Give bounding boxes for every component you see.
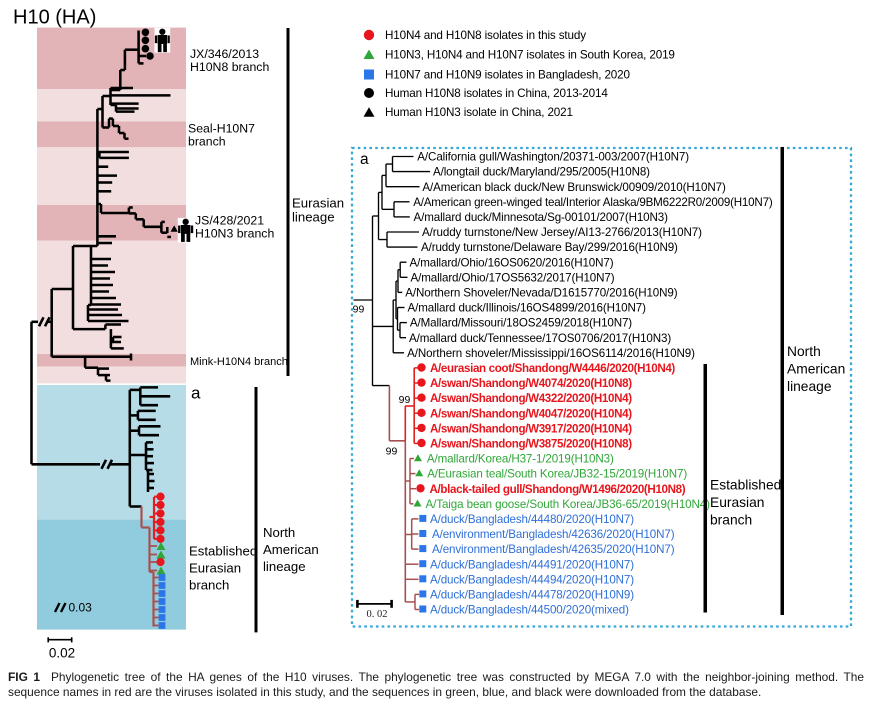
svg-text:A/swan/Shandong/W4322/2020(H10: A/swan/Shandong/W4322/2020(H10N4) xyxy=(430,392,632,405)
svg-text:H10N8 branch: H10N8 branch xyxy=(190,60,269,74)
svg-text:lineage: lineage xyxy=(263,559,306,574)
svg-text:A/Northern shoveler/Mississipp: A/Northern shoveler/Mississippi/16OS6114… xyxy=(407,347,695,360)
svg-text:A/mallard duck/Illinois/16OS48: A/mallard duck/Illinois/16OS4899/2016(H1… xyxy=(408,302,647,315)
svg-text:JS/428/2021: JS/428/2021 xyxy=(195,214,264,228)
svg-text:0. 02: 0. 02 xyxy=(367,609,388,620)
svg-text:lineage: lineage xyxy=(787,379,832,394)
svg-text:A/American black duck/New Brun: A/American black duck/New Brunswick/0090… xyxy=(422,181,726,194)
svg-text:A/mallard duck/Tennessee/17OS0: A/mallard duck/Tennessee/17OS0706/2017(H… xyxy=(409,332,671,345)
svg-text:A/swan/Shandong/W4047/2020(H10: A/swan/Shandong/W4047/2020(H10N4) xyxy=(430,407,632,420)
svg-text:Established: Established xyxy=(710,478,781,493)
svg-text:A/mallard duck/Minnesota/Sg-00: A/mallard duck/Minnesota/Sg-00101/2007(H… xyxy=(414,211,669,224)
svg-text:lineage: lineage xyxy=(292,210,335,225)
svg-text:99: 99 xyxy=(399,394,411,406)
svg-text:A/mallard/Ohio/17OS5632/2017(H: A/mallard/Ohio/17OS5632/2017(H10N7) xyxy=(411,271,615,284)
svg-text:A/Mallard/Missouri/18OS2459/20: A/Mallard/Missouri/18OS2459/2018(H10N7) xyxy=(410,317,632,330)
svg-text:A/Taiga bean goose/South Korea: A/Taiga bean goose/South Korea/JB36-65/2… xyxy=(426,498,711,511)
svg-text:branch: branch xyxy=(188,135,226,149)
svg-text:0.03: 0.03 xyxy=(69,601,93,615)
svg-text:99: 99 xyxy=(353,304,365,316)
svg-text:H10N4 and H10N8 isolates in th: H10N4 and H10N8 isolates in this study xyxy=(385,29,586,42)
svg-text:A/duck/Bangladesh/44494/2020(H: A/duck/Bangladesh/44494/2020(H10N7) xyxy=(430,573,634,586)
svg-text:99: 99 xyxy=(386,446,398,458)
svg-text:Mink-H10N4 branch: Mink-H10N4 branch xyxy=(190,356,288,368)
svg-text:0.02: 0.02 xyxy=(49,646,75,661)
svg-text:H10N7 and H10N9 isolates in Ba: H10N7 and H10N9 isolates in Bangladesh, … xyxy=(385,69,631,82)
svg-text:a: a xyxy=(360,151,369,168)
svg-text:A/duck/Bangladesh/44480/2020(H: A/duck/Bangladesh/44480/2020(H10N7) xyxy=(430,513,634,526)
svg-text:A/Northern Shoveler/Nevada/D16: A/Northern Shoveler/Nevada/D1615770/2016… xyxy=(405,287,677,300)
svg-text:A/eurasian coot/Shandong/W4446: A/eurasian coot/Shandong/W4446/2020(H10N… xyxy=(430,362,675,375)
svg-text:A/American green-winged teal/I: A/American green-winged teal/Interior Al… xyxy=(413,196,773,209)
svg-text:A/ruddy turnstone/New Jersey/A: A/ruddy turnstone/New Jersey/AI13-2766/2… xyxy=(422,226,702,239)
svg-text:Human H10N3 isolate in China,: Human H10N3 isolate in China, 2021 xyxy=(385,106,573,119)
svg-text:North: North xyxy=(787,344,821,359)
svg-text:branch: branch xyxy=(189,578,229,593)
svg-text:A/swan/Shandong/W4074/2020(H10: A/swan/Shandong/W4074/2020(H10N8) xyxy=(430,377,632,390)
svg-text:A/environment/Bangladesh/42636: A/environment/Bangladesh/42636/2020(H10N… xyxy=(432,528,675,541)
svg-text:Eurasian: Eurasian xyxy=(710,495,764,510)
svg-text:Eurasian: Eurasian xyxy=(292,196,344,211)
svg-text:A/swan/Shandong/W3875/2020(H10: A/swan/Shandong/W3875/2020(H10N8) xyxy=(430,438,632,451)
svg-text:JX/346/2013: JX/346/2013 xyxy=(190,47,259,61)
svg-text:A/ruddy turnstone/Delaware Bay: A/ruddy turnstone/Delaware Bay/299/2016(… xyxy=(421,241,678,254)
svg-text:A/duck/Bangladesh/44478/2020(H: A/duck/Bangladesh/44478/2020(H10N9) xyxy=(430,589,634,602)
svg-text:North: North xyxy=(263,525,295,540)
svg-text:a: a xyxy=(191,384,201,403)
svg-text:A/mallard/Korea/H37-1/2019(H10: A/mallard/Korea/H37-1/2019(H10N3) xyxy=(427,453,614,466)
svg-text:A/longtail duck/Maryland/295/2: A/longtail duck/Maryland/295/2005(H10N8) xyxy=(433,166,650,179)
svg-text:Human H10N8 isolates in China,: Human H10N8 isolates in China, 2013-2014 xyxy=(385,87,608,100)
svg-text:Established: Established xyxy=(189,544,257,559)
svg-text:H10N3, H10N4 and H10N7 isolate: H10N3, H10N4 and H10N7 isolates in South… xyxy=(385,49,675,62)
svg-text:Seal-H10N7: Seal-H10N7 xyxy=(188,122,255,136)
svg-text:H10 (HA): H10 (HA) xyxy=(13,7,96,29)
svg-text:A/black-tailed gull/Shandong/W: A/black-tailed gull/Shandong/W1496/2020(… xyxy=(430,483,686,496)
svg-text:A/duck/Bangladesh/44500/2020(m: A/duck/Bangladesh/44500/2020(mixed) xyxy=(430,604,629,617)
svg-text:Eurasian: Eurasian xyxy=(189,561,241,576)
svg-text:A/swan/Shandong/W3917/2020(H10: A/swan/Shandong/W3917/2020(H10N4) xyxy=(430,422,632,435)
svg-text:American: American xyxy=(263,542,319,557)
svg-text:A/duck/Bangladesh/44491/2020(H: A/duck/Bangladesh/44491/2020(H10N7) xyxy=(430,558,634,571)
svg-text:H10N3 branch: H10N3 branch xyxy=(195,227,274,241)
svg-text:branch: branch xyxy=(710,513,752,528)
svg-text:American: American xyxy=(787,362,845,377)
svg-text:A/California gull/Washington/2: A/California gull/Washington/20371-003/2… xyxy=(417,151,689,164)
svg-text:A/Eurasian teal/South Korea/JB: A/Eurasian teal/South Korea/JB32-15/2019… xyxy=(427,468,687,481)
svg-text:A/environment/Bangladesh/42635: A/environment/Bangladesh/42635/2020(H10N… xyxy=(432,543,675,556)
svg-text:A/mallard/Ohio/16OS0620/2016(H: A/mallard/Ohio/16OS0620/2016(H10N7) xyxy=(410,256,614,269)
